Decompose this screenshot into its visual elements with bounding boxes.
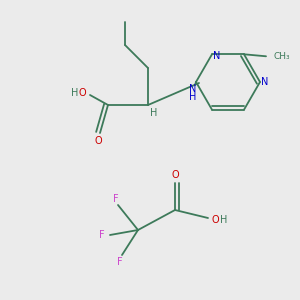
Text: N: N — [213, 51, 221, 61]
Text: O: O — [78, 88, 86, 98]
Text: O: O — [171, 170, 179, 180]
Text: F: F — [117, 257, 123, 267]
Text: N: N — [261, 77, 269, 87]
Text: F: F — [113, 194, 119, 204]
Text: N: N — [189, 84, 197, 94]
Text: H: H — [150, 108, 158, 118]
Text: F: F — [99, 230, 105, 240]
Text: H: H — [189, 92, 197, 102]
Text: O: O — [94, 136, 102, 146]
Text: CH₃: CH₃ — [274, 52, 291, 61]
Text: H: H — [220, 215, 227, 225]
Text: O: O — [212, 215, 220, 225]
Text: H: H — [70, 88, 78, 98]
